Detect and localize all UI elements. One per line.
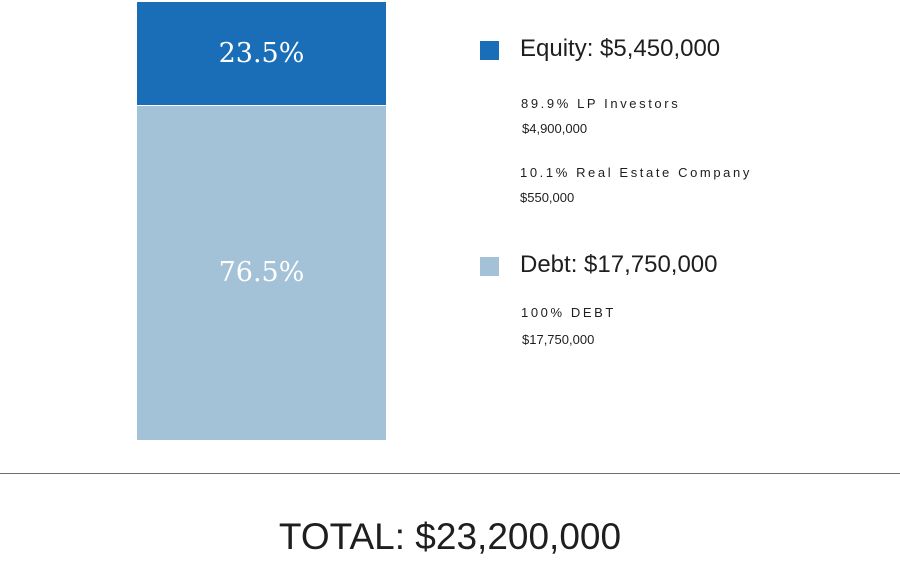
equity-bar-segment: 23.5% (137, 2, 386, 105)
total-label: TOTAL: $23,200,000 (278, 516, 622, 557)
equity-percent-label: 23.5% (218, 37, 305, 69)
real-estate-company-label: 10.1% Real Estate Company (520, 165, 752, 180)
equity-legend-swatch (480, 41, 499, 60)
debt-breakdown-amount: $17,750,000 (522, 332, 595, 347)
debt-percent-label: 76.5% (218, 257, 305, 289)
debt-legend-swatch (480, 257, 499, 276)
lp-investors-amount: $4,900,000 (522, 121, 588, 136)
real-estate-company-amount: $550,000 (520, 190, 575, 205)
equity-legend-title: Equity: $5,450,000 (520, 35, 721, 62)
divider-line (0, 473, 900, 474)
stacked-bar: 23.5% 76.5% (137, 2, 386, 440)
debt-bar-segment: 76.5% (137, 105, 386, 440)
debt-legend-title: Debt: $17,750,000 (520, 251, 718, 278)
debt-breakdown-label: 100% DEBT (521, 305, 616, 320)
lp-investors-label: 89.9% LP Investors (521, 96, 681, 111)
